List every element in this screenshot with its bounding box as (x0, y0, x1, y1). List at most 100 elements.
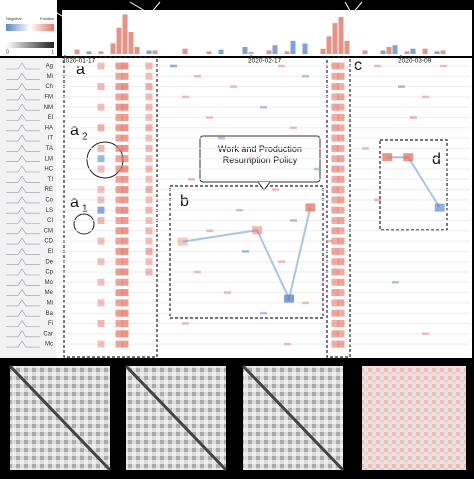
column-cell (97, 340, 105, 348)
date-label: 2020-01-17 (62, 58, 96, 65)
callout-line1: Work and Production Resumption Policy (218, 144, 302, 165)
column-cell (115, 268, 123, 276)
column-cell (145, 72, 153, 80)
negative-bar (392, 45, 398, 54)
column-cell (121, 258, 129, 266)
row-glyph (6, 113, 40, 121)
row-glyph (6, 196, 40, 204)
row-label: De (45, 259, 53, 265)
column-cell (115, 93, 123, 101)
column-cell (115, 62, 123, 70)
column-cell (337, 175, 345, 183)
column-cell (115, 309, 123, 317)
cell (374, 198, 381, 202)
negative-bar (434, 51, 440, 54)
column-cell (337, 247, 345, 255)
inset-point (305, 203, 316, 212)
row-glyph (6, 155, 40, 162)
legend-negative: Negative (6, 16, 23, 21)
column-cell (115, 103, 123, 111)
column-cell (337, 144, 345, 152)
positive-bar (98, 51, 104, 54)
positive-bar (110, 43, 116, 54)
column-cell (145, 217, 153, 224)
row-glyph (6, 268, 40, 276)
row-glyph (6, 165, 40, 173)
column-cell (121, 155, 129, 163)
row-glyph (6, 175, 40, 183)
column-cell (121, 237, 129, 245)
column-cell (121, 196, 129, 204)
matrix-bg (0, 58, 472, 358)
positive-bar (284, 51, 290, 54)
column-cell (97, 278, 105, 286)
cell (302, 301, 309, 305)
row-label: LS (46, 208, 53, 214)
column-cell (331, 134, 339, 142)
column-cell (337, 299, 345, 307)
cell (248, 157, 255, 160)
positive-bar (344, 40, 350, 54)
column-cell (115, 258, 123, 266)
column-cell (331, 186, 339, 194)
row-label: CM (44, 228, 53, 234)
column-cell (331, 155, 339, 163)
column-cell (121, 103, 129, 111)
column-cell (337, 330, 345, 338)
row-glyph (6, 309, 40, 317)
thumbnails (8, 364, 466, 472)
cell (188, 178, 195, 181)
cell (194, 75, 201, 78)
column-cell (121, 320, 129, 327)
row-glyph (6, 340, 40, 348)
column-cell (145, 93, 153, 101)
column-cell (115, 196, 123, 204)
row-label: HC (44, 167, 53, 173)
row-glyph (6, 227, 40, 235)
cell (398, 85, 405, 88)
column-cell (97, 258, 105, 266)
column-cell (337, 134, 345, 142)
column-cell (115, 175, 123, 183)
cell (440, 64, 447, 68)
negative-bar (302, 43, 308, 54)
column-cell (115, 299, 123, 307)
row-label: Mi (47, 300, 53, 306)
row-label: RE (45, 187, 53, 193)
column-cell (337, 103, 345, 111)
positive-bar (122, 14, 128, 54)
column-cell (97, 320, 105, 327)
column-cell (145, 134, 153, 142)
positive-bar (404, 51, 410, 54)
negative-bar (242, 46, 248, 54)
row-glyph (6, 330, 40, 338)
cell (422, 332, 429, 336)
row-glyph (6, 134, 40, 142)
column-cell (145, 103, 153, 111)
column-cell (337, 165, 345, 173)
column-cell (337, 72, 345, 80)
column-cell (115, 289, 123, 297)
legend-positive: Positive (40, 16, 55, 21)
column-cell (121, 186, 129, 194)
column-cell (331, 114, 339, 121)
column-cell (331, 268, 339, 276)
cell (326, 239, 333, 243)
column-cell (337, 155, 345, 163)
column-cell (115, 144, 123, 152)
column-cell (115, 340, 123, 348)
column-cell (145, 83, 153, 91)
inset-point (284, 294, 295, 303)
row-glyph (6, 103, 40, 111)
column-cell (115, 206, 123, 214)
column-cell (337, 114, 345, 121)
legend-gray (6, 42, 54, 48)
column-cell (115, 237, 123, 245)
column-cell (331, 278, 339, 286)
column-cell (337, 83, 345, 91)
dashed-boxes (63, 56, 448, 358)
row-label: Co (45, 197, 53, 203)
legend-min: 0 (6, 49, 9, 55)
row-glyph (6, 258, 40, 265)
